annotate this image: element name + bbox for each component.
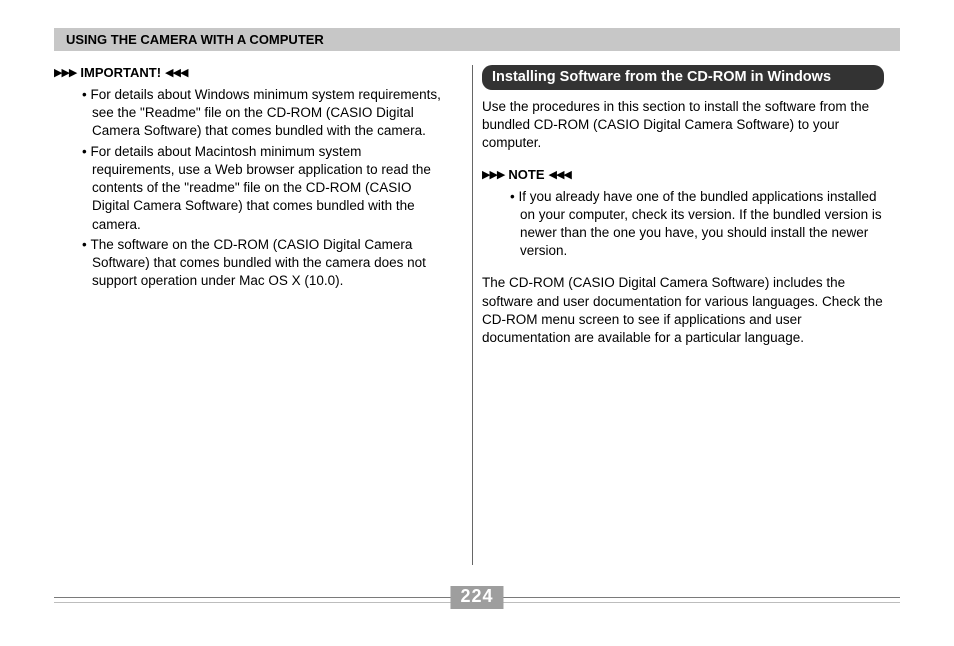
important-label-line: ▶▶▶ IMPORTANT! ◀◀◀ [54,65,446,80]
list-item: For details about Macintosh minimum syst… [82,143,446,234]
right-column: Installing Software from the CD-ROM in W… [464,65,884,361]
left-column: ▶▶▶ IMPORTANT! ◀◀◀ For details about Win… [54,65,464,361]
section-header: USING THE CAMERA WITH A COMPUTER [54,28,900,51]
outro-paragraph: The CD-ROM (CASIO Digital Camera Softwar… [482,274,884,347]
page-footer: 224 [54,586,900,610]
page-number: 224 [450,586,503,609]
note-bullet-list: If you already have one of the bundled a… [482,188,884,261]
note-label: NOTE [508,167,544,182]
list-item: The software on the CD-ROM (CASIO Digita… [82,236,446,291]
list-item: If you already have one of the bundled a… [510,188,884,261]
manual-page: USING THE CAMERA WITH A COMPUTER ▶▶▶ IMP… [54,28,900,618]
list-item: For details about Windows minimum system… [82,86,446,141]
subsection-heading: Installing Software from the CD-ROM in W… [482,65,884,90]
note-label-line: ▶▶▶ NOTE ◀◀◀ [482,167,884,182]
intro-paragraph: Use the procedures in this section to in… [482,98,884,153]
important-label: IMPORTANT! [80,65,161,80]
triangle-right-icon: ▶▶▶ [482,168,504,181]
two-column-layout: ▶▶▶ IMPORTANT! ◀◀◀ For details about Win… [54,65,900,361]
triangle-left-icon: ◀◀◀ [165,66,187,79]
triangle-right-icon: ▶▶▶ [54,66,76,79]
important-bullet-list: For details about Windows minimum system… [54,86,446,290]
triangle-left-icon: ◀◀◀ [549,168,571,181]
column-divider [472,65,473,565]
